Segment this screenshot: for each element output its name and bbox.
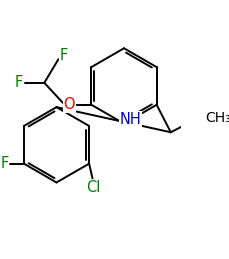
- Text: NH: NH: [119, 112, 141, 127]
- Text: O: O: [63, 97, 75, 112]
- Text: CH₃: CH₃: [204, 111, 229, 125]
- Text: F: F: [60, 48, 68, 63]
- Text: Cl: Cl: [85, 180, 100, 195]
- Text: F: F: [15, 75, 23, 90]
- Text: F: F: [0, 156, 8, 171]
